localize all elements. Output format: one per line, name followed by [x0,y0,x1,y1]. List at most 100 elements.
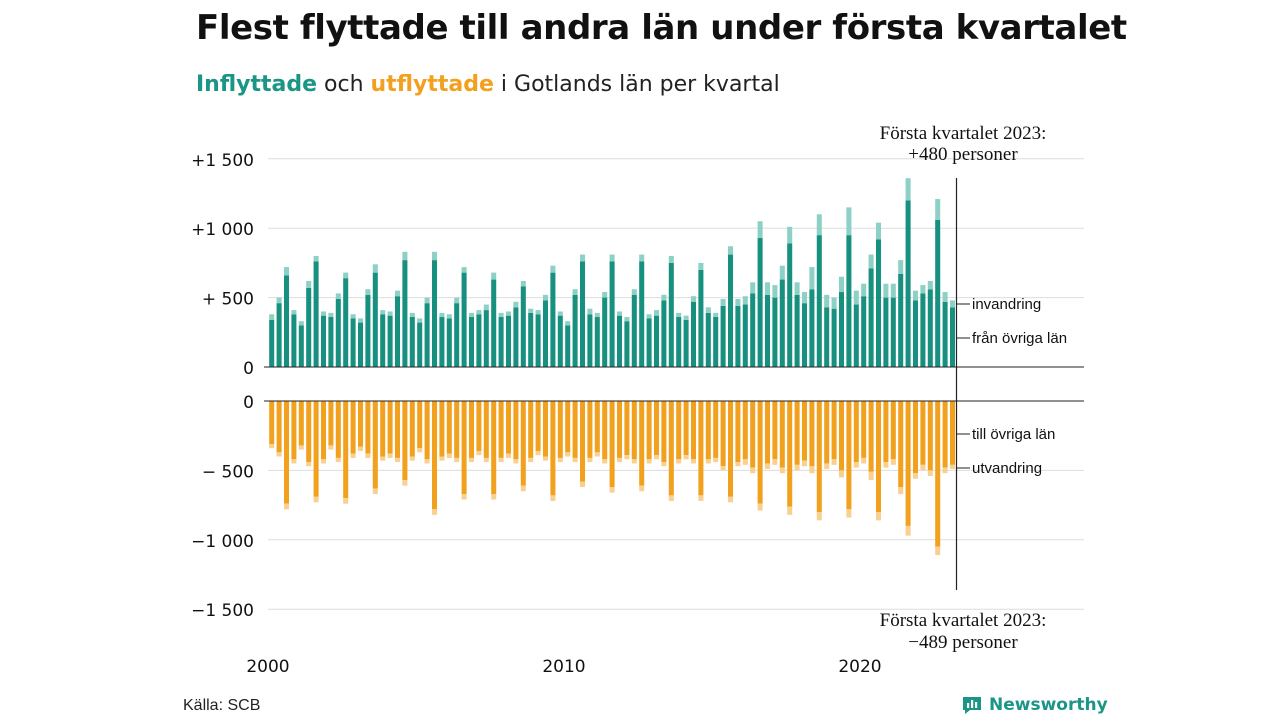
bar-in-domestic [639,261,645,367]
bar-in-immigration [890,283,896,298]
bar-in-domestic [335,298,341,367]
bar-in-domestic [653,315,660,367]
bar-out-emigration [713,457,719,463]
bar-in-domestic [431,260,438,367]
bar-in-domestic [365,294,371,367]
bar-in-immigration [750,282,756,294]
bar-out-emigration [402,480,408,486]
bar-out-emigration [505,453,512,458]
bar-in-domestic [572,294,578,367]
bar-in-domestic [935,219,941,367]
bar-in-immigration [409,312,415,318]
bar-in-immigration [853,290,859,305]
bar-out-domestic [661,401,667,463]
bar-in-domestic [594,317,600,367]
bar-in-immigration [779,265,785,280]
bar-in-immigration [424,297,430,304]
bar-in-immigration [698,262,704,270]
bar-out-domestic [905,401,911,526]
bar-in-immigration [809,267,815,290]
bar-in-domestic [513,307,519,367]
bar-out-emigration [439,456,445,461]
bar-out-domestic [898,401,904,488]
bar-out-domestic [565,401,571,453]
bar-in-immigration [350,314,356,319]
bar-out-domestic [920,401,926,465]
bar-in-domestic [942,301,948,367]
bar-in-immigration [772,285,778,298]
bar-in-domestic [557,315,563,367]
bar-out-domestic [298,401,304,446]
bar-in-domestic [520,286,526,367]
bar-out-emigration [912,473,919,479]
bar-out-domestic [387,401,393,454]
bar-out-domestic [542,401,549,457]
bar-out-domestic [476,401,482,451]
bar-out-domestic [890,401,896,460]
x-tick-label: 2000 [246,657,289,677]
bar-out-domestic [609,401,615,488]
series-label: invandring [972,296,1041,313]
bar-in-immigration [653,310,660,316]
bar-out-domestic [794,401,800,465]
bar-in-immigration [454,297,460,304]
subtitle-and-word: och [324,72,364,97]
bar-in-immigration [668,255,674,263]
bar-out-domestic [653,401,660,456]
bar-in-immigration [535,310,541,315]
bar-in-immigration [742,296,748,305]
bar-out-domestic [927,401,933,471]
bar-in-immigration [927,280,933,290]
bar-in-immigration [343,272,349,279]
bar-out-domestic [861,401,867,458]
bar-in-immigration [394,290,401,297]
bar-out-domestic [535,401,541,451]
bar-out-emigration [831,459,837,465]
bar-out-domestic [912,401,919,474]
annotation-top-line2: +480 personer [908,144,1018,165]
bar-out-domestic [357,401,364,447]
bar-in-domestic [394,296,401,367]
bar-in-domestic [905,200,911,367]
bar-in-immigration [898,260,904,275]
brand-name: Newsworthy [989,695,1108,715]
bar-out-emigration [520,485,526,492]
bar-out-emigration [417,448,423,453]
bar-in-immigration [883,283,889,298]
bar-out-emigration [616,457,623,463]
bar-out-emigration [646,459,652,464]
bar-out-domestic [757,401,763,504]
bar-out-emigration [483,457,489,463]
bar-out-domestic [276,401,282,453]
bar-in-domestic [483,310,489,367]
bar-out-domestic [498,401,504,458]
bar-out-emigration [890,459,896,465]
bar-out-domestic [683,401,689,456]
bar-in-immigration [905,178,911,201]
bar-out-emigration [853,462,859,468]
bar-in-immigration [306,280,312,288]
bar-out-emigration [328,445,334,450]
bar-in-immigration [431,251,438,261]
bar-out-domestic [513,401,519,460]
bar-out-emigration [461,493,467,500]
bar-out-emigration [609,487,615,493]
bar-out-emigration [949,464,956,470]
y-tick-label: −1 500 [191,601,254,621]
bar-in-domestic [727,254,734,367]
bar-out-emigration [335,457,341,463]
bar-out-emigration [394,457,401,463]
bar-out-emigration [542,456,549,461]
y-tick-label: 0 [243,393,254,413]
bar-in-domestic [890,297,896,367]
bar-out-domestic [750,401,756,468]
bar-out-domestic [350,401,356,454]
bar-in-domestic [698,269,704,367]
bar-in-domestic [498,317,504,367]
bar-in-immigration [387,311,393,316]
bar-in-immigration [949,300,956,308]
bar-in-immigration [505,311,512,316]
bar-in-immigration [594,312,600,318]
bar-in-domestic [861,296,867,367]
bar-in-domestic [454,303,460,367]
